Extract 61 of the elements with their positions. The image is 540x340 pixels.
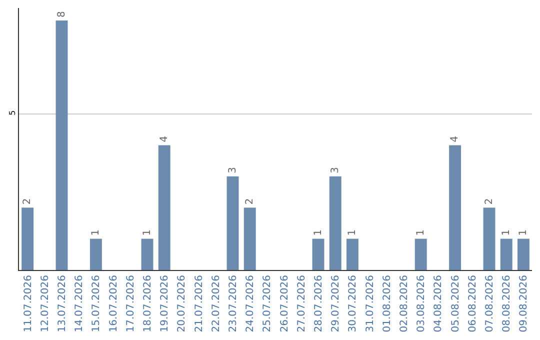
bar xyxy=(22,208,34,270)
x-tick-label: 24.07.2026 xyxy=(245,275,256,332)
x-tick-label: 03.08.2026 xyxy=(416,275,428,332)
x-tick-label: 18.07.2026 xyxy=(142,275,154,332)
bar xyxy=(141,238,154,270)
data-label: 4 xyxy=(158,136,170,142)
x-tick-label: 09.08.2026 xyxy=(518,275,530,332)
x-tick-label: 07.08.2026 xyxy=(484,275,496,332)
x-tick-label: 31.07.2026 xyxy=(364,275,376,332)
data-label: 4 xyxy=(450,136,461,142)
data-label: 2 xyxy=(22,198,34,205)
x-tick-label: 27.07.2026 xyxy=(296,275,308,332)
x-tick-label: 23.07.2026 xyxy=(228,275,239,332)
x-tick-label: 28.07.2026 xyxy=(314,275,324,332)
x-tick-label: 29.07.2026 xyxy=(330,275,342,332)
x-tick-label: 04.08.2026 xyxy=(433,275,444,332)
data-label: 1 xyxy=(142,229,153,236)
bar xyxy=(449,145,462,270)
x-tick-label: 01.08.2026 xyxy=(382,275,393,332)
x-tick-label: 30.07.2026 xyxy=(348,275,359,332)
data-label: 8 xyxy=(56,11,68,18)
x-tick-label: 13.07.2026 xyxy=(57,275,68,332)
x-tick-label: 16.07.2026 xyxy=(108,275,120,332)
x-tick-label: 15.07.2026 xyxy=(91,275,102,332)
data-label: 1 xyxy=(312,229,324,236)
data-label: 1 xyxy=(500,229,512,236)
bar xyxy=(500,238,512,270)
x-tick-label: 19.07.2026 xyxy=(160,275,171,332)
data-label: 1 xyxy=(90,229,102,236)
bar xyxy=(329,176,342,270)
bar xyxy=(158,145,170,270)
x-tick-label: 06.08.2026 xyxy=(467,275,478,332)
data-label: 1 xyxy=(415,229,426,236)
data-label: 1 xyxy=(518,229,529,236)
bar xyxy=(56,20,68,270)
bar xyxy=(90,238,102,270)
x-tick-label: 21.07.2026 xyxy=(194,275,205,332)
bar xyxy=(244,208,256,270)
bar xyxy=(483,208,496,270)
data-label: 3 xyxy=(227,167,238,174)
data-label: 1 xyxy=(346,229,358,236)
bar xyxy=(517,238,530,270)
x-tick-label: 22.07.2026 xyxy=(210,275,222,332)
bar xyxy=(346,238,358,270)
bar xyxy=(414,238,427,270)
x-tick-label: 12.07.2026 xyxy=(40,275,51,332)
x-tick-label: 20.07.2026 xyxy=(176,275,188,332)
y-tick-label: 5 xyxy=(8,110,17,116)
x-tick-label: 14.07.2026 xyxy=(74,275,86,332)
x-tick-label: 02.08.2026 xyxy=(399,275,410,332)
data-label: 3 xyxy=(330,167,341,174)
x-tick-label: 26.07.2026 xyxy=(279,275,290,332)
x-tick-label: 25.07.2026 xyxy=(262,275,274,332)
x-tick-label: 05.08.2026 xyxy=(450,275,462,332)
x-tick-label: 11.07.2026 xyxy=(22,275,34,332)
x-tick-label: 08.08.2026 xyxy=(502,275,513,332)
data-label: 2 xyxy=(244,198,256,205)
bar xyxy=(312,238,324,270)
x-tick-label: 17.07.2026 xyxy=(125,275,136,332)
data-label: 2 xyxy=(484,198,495,205)
bar xyxy=(226,176,239,270)
